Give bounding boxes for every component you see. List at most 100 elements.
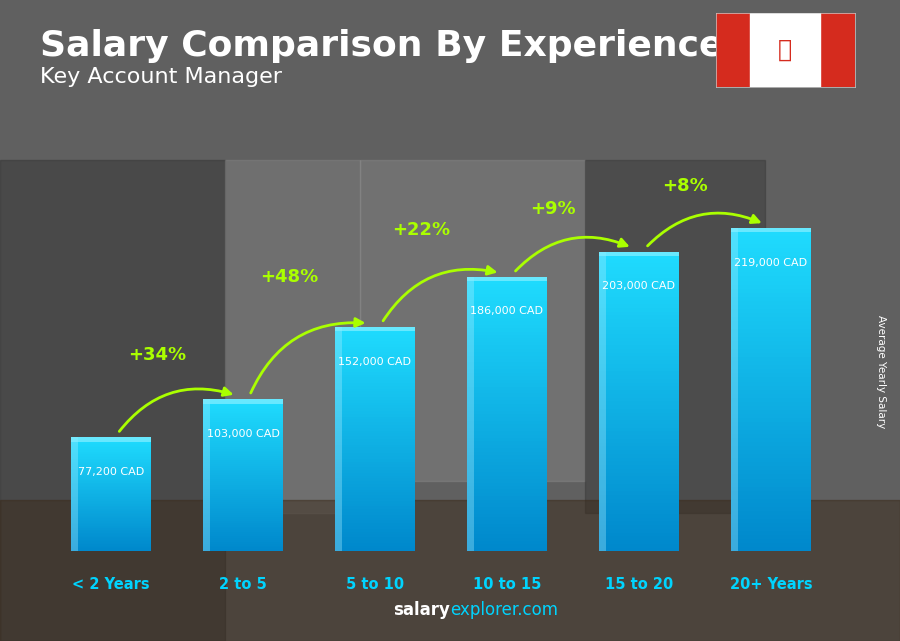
- Bar: [599, 383, 679, 387]
- Bar: [71, 476, 150, 477]
- Bar: [732, 507, 811, 511]
- Bar: [599, 319, 679, 323]
- Bar: [203, 431, 283, 433]
- Bar: [336, 329, 415, 333]
- Bar: [203, 490, 283, 492]
- Bar: [599, 394, 679, 397]
- Bar: [203, 510, 283, 512]
- Bar: [599, 476, 679, 480]
- Bar: [336, 355, 415, 358]
- Bar: [732, 228, 738, 551]
- Bar: [599, 251, 606, 551]
- Bar: [732, 337, 811, 341]
- Text: < 2 Years: < 2 Years: [72, 578, 149, 592]
- Bar: [203, 530, 283, 532]
- Bar: [336, 366, 415, 369]
- Bar: [203, 399, 283, 401]
- Bar: [467, 356, 546, 359]
- Bar: [203, 415, 283, 416]
- Bar: [203, 545, 283, 547]
- Bar: [599, 443, 679, 446]
- Bar: [599, 420, 679, 424]
- Text: explorer.com: explorer.com: [450, 601, 558, 619]
- Bar: [599, 330, 679, 334]
- Bar: [203, 481, 283, 483]
- Bar: [599, 364, 679, 368]
- Bar: [732, 288, 811, 293]
- Bar: [71, 514, 150, 515]
- Bar: [203, 487, 283, 488]
- Bar: [71, 510, 150, 512]
- Bar: [732, 418, 811, 422]
- Bar: [599, 506, 679, 510]
- Bar: [203, 416, 283, 418]
- Bar: [467, 369, 546, 373]
- Bar: [467, 520, 546, 524]
- Bar: [71, 453, 150, 454]
- Bar: [336, 531, 415, 535]
- Text: Salary Comparison By Experience: Salary Comparison By Experience: [40, 29, 724, 63]
- Bar: [732, 531, 811, 535]
- Bar: [467, 541, 546, 544]
- Bar: [467, 435, 546, 438]
- Bar: [732, 276, 811, 281]
- Bar: [732, 325, 811, 329]
- Bar: [203, 492, 283, 494]
- Bar: [336, 462, 415, 464]
- Bar: [732, 515, 811, 519]
- Bar: [467, 534, 546, 538]
- Bar: [467, 445, 546, 448]
- Bar: [599, 281, 679, 285]
- Bar: [467, 376, 546, 379]
- Text: 5 to 10: 5 to 10: [346, 578, 404, 592]
- Bar: [336, 369, 415, 372]
- Bar: [336, 374, 415, 378]
- Bar: [599, 413, 679, 417]
- Bar: [71, 437, 150, 438]
- Bar: [467, 517, 546, 520]
- Bar: [599, 379, 679, 383]
- Bar: [203, 513, 283, 515]
- Bar: [732, 252, 811, 256]
- Bar: [599, 529, 679, 533]
- Bar: [467, 503, 546, 506]
- Bar: [336, 335, 415, 338]
- Text: 152,000 CAD: 152,000 CAD: [338, 356, 411, 367]
- Text: 15 to 20: 15 to 20: [605, 578, 673, 592]
- Bar: [203, 517, 283, 519]
- Bar: [599, 390, 679, 394]
- Bar: [203, 496, 283, 498]
- Bar: [336, 394, 415, 397]
- Bar: [203, 439, 283, 441]
- Bar: [71, 473, 150, 474]
- Bar: [71, 481, 150, 483]
- Bar: [71, 523, 150, 524]
- Bar: [225, 160, 360, 513]
- Bar: [732, 281, 811, 285]
- Bar: [203, 468, 283, 470]
- Bar: [732, 499, 811, 503]
- Bar: [732, 470, 811, 474]
- Bar: [203, 477, 283, 479]
- Bar: [71, 545, 150, 547]
- Bar: [732, 329, 811, 333]
- Bar: [599, 342, 679, 345]
- Bar: [599, 255, 679, 259]
- Bar: [732, 378, 811, 381]
- Bar: [336, 425, 415, 428]
- Bar: [599, 540, 679, 544]
- Bar: [599, 338, 679, 342]
- Bar: [599, 431, 679, 435]
- Bar: [732, 503, 811, 507]
- Bar: [71, 550, 150, 551]
- Bar: [599, 488, 679, 491]
- Bar: [336, 476, 415, 478]
- Bar: [732, 402, 811, 406]
- Bar: [599, 353, 679, 356]
- Bar: [732, 240, 811, 244]
- Bar: [71, 520, 150, 521]
- Bar: [467, 410, 546, 414]
- Bar: [467, 506, 546, 510]
- Bar: [599, 533, 679, 537]
- Bar: [599, 300, 679, 304]
